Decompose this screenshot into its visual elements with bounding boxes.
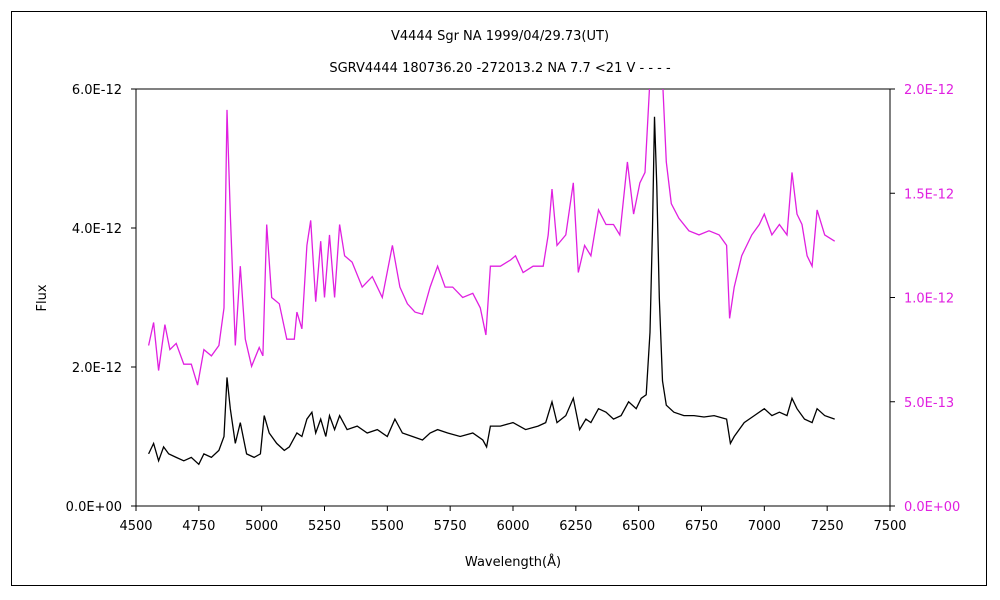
y-right-tick-label: 1.5E-12 bbox=[904, 187, 954, 202]
x-tick-label: 4750 bbox=[182, 519, 215, 534]
chart-title: V4444 Sgr NA 1999/04/29.73(UT) bbox=[391, 29, 609, 44]
y-right-tick-label: 0.0E+00 bbox=[904, 500, 960, 515]
x-tick-label: 6500 bbox=[622, 519, 655, 534]
x-tick-label: 4500 bbox=[119, 519, 152, 534]
x-tick-label: 5750 bbox=[434, 519, 467, 534]
x-tick-label: 5000 bbox=[245, 519, 278, 534]
y-left-tick-label: 4.0E-12 bbox=[72, 222, 122, 237]
y-left-tick-label: 0.0E+00 bbox=[66, 500, 122, 515]
x-tick-label: 7500 bbox=[873, 519, 906, 534]
y-axis-label: Flux bbox=[35, 284, 50, 311]
series-right-line bbox=[147, 89, 836, 386]
x-tick-label: 6000 bbox=[496, 519, 529, 534]
y-right-tick-label: 1.0E-12 bbox=[904, 292, 954, 307]
x-tick-label: 6750 bbox=[685, 519, 718, 534]
x-tick-label: 5250 bbox=[308, 519, 341, 534]
series-left-line bbox=[148, 116, 835, 466]
y-right-tick-label: 2.0E-12 bbox=[904, 83, 954, 98]
y-left-tick-label: 2.0E-12 bbox=[72, 361, 122, 376]
plot-area bbox=[135, 88, 891, 507]
chart-subtitle: SGRV4444 180736.20 -272013.2 NA 7.7 <21 … bbox=[329, 61, 671, 76]
x-tick-label: 5500 bbox=[371, 519, 404, 534]
x-tick-label: 7000 bbox=[748, 519, 781, 534]
x-axis-label: Wavelength(Å) bbox=[465, 554, 561, 570]
x-tick-label: 7250 bbox=[811, 519, 844, 534]
x-tick-label: 6250 bbox=[559, 519, 592, 534]
y-right-tick-label: 5.0E-13 bbox=[904, 396, 954, 411]
y-left-tick-label: 6.0E-12 bbox=[72, 83, 122, 98]
chart-frame bbox=[11, 11, 987, 586]
